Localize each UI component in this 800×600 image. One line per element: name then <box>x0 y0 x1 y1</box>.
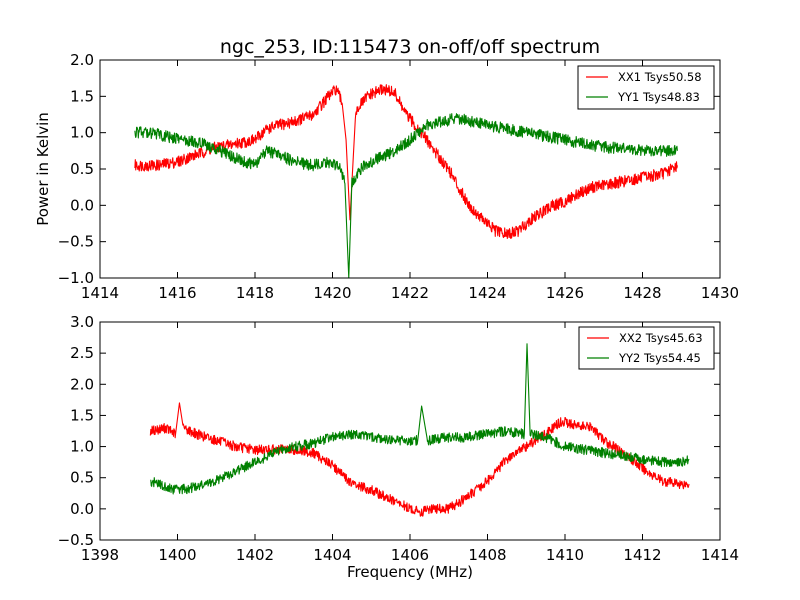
top-legend: XX1 Tsys50.58 YY1 Tsys48.83 <box>577 65 715 110</box>
bottom-y-tick-label: 2.5 <box>70 344 94 362</box>
bottom-panel: 1398 1400 1402 1404 1406 1408 1410 1412 1414 −0.5… <box>58 313 740 564</box>
top-y-tick-label: 2.0 <box>70 51 94 69</box>
bottom-x-tick-label: 1398 <box>81 546 119 564</box>
top-x-tick-label: 1414 <box>81 284 119 302</box>
bottom-x-tick-label: 1408 <box>468 546 506 564</box>
bottom-series-yy-line <box>150 343 690 495</box>
top-series-yy-line <box>134 113 678 278</box>
top-x-tick-label: 1430 <box>701 284 739 302</box>
top-y-tick-label: −0.5 <box>58 233 94 251</box>
chart-title: ngc_253, ID:115473 on-off/off spectrum <box>220 36 600 58</box>
bottom-x-tick-label: 1404 <box>313 546 351 564</box>
top-panel: 1414 1416 1418 1420 1422 1424 1426 1428 1430 −1.0… <box>58 51 740 302</box>
top-y-axis-label: Power in Kelvin <box>34 112 52 226</box>
top-y-tick-label: 0.5 <box>70 160 94 178</box>
bottom-x-tick-label: 1402 <box>236 546 274 564</box>
bottom-x-tick-label: 1412 <box>623 546 661 564</box>
top-x-tick-label: 1426 <box>546 284 584 302</box>
legend-label: YY1 Tsys48.83 <box>617 90 700 104</box>
top-series-xx-line <box>134 84 678 239</box>
legend-label: XX1 Tsys50.58 <box>618 70 702 84</box>
bottom-x-axis-label: Frequency (MHz) <box>347 563 473 581</box>
bottom-series-xx-line <box>149 402 690 517</box>
bottom-y-tick-label: 0.0 <box>70 500 94 518</box>
bottom-y-tick-label: 1.5 <box>70 406 94 424</box>
top-x-tick-label: 1422 <box>391 284 429 302</box>
bottom-legend: XX2 Tsys45.63 YY2 Tsys54.45 <box>578 326 715 370</box>
bottom-y-tick-label: 3.0 <box>70 313 94 331</box>
top-y-tick-label: 0.0 <box>70 196 94 214</box>
legend-label: YY2 Tsys54.45 <box>618 351 701 365</box>
bottom-y-tick-label: 1.0 <box>70 438 94 456</box>
bottom-y-tick-label: 0.5 <box>70 469 94 487</box>
top-x-tick-label: 1420 <box>313 284 351 302</box>
top-x-tick-label: 1416 <box>158 284 196 302</box>
top-x-tick-label: 1424 <box>468 284 506 302</box>
bottom-x-tick-label: 1410 <box>546 546 584 564</box>
top-x-tick-label: 1428 <box>623 284 661 302</box>
bottom-x-tick-label: 1406 <box>391 546 429 564</box>
top-x-tick-label: 1418 <box>236 284 274 302</box>
top-y-tick-label: −1.0 <box>58 269 94 287</box>
bottom-y-tick-label: 2.0 <box>70 375 94 393</box>
bottom-x-tick-label: 1414 <box>701 546 739 564</box>
top-y-tick-label: 1.0 <box>70 124 94 142</box>
legend-label: XX2 Tsys45.63 <box>619 331 703 345</box>
top-y-tick-label: 1.5 <box>70 87 94 105</box>
bottom-y-tick-label: −0.5 <box>58 531 94 549</box>
bottom-x-tick-label: 1400 <box>158 546 196 564</box>
